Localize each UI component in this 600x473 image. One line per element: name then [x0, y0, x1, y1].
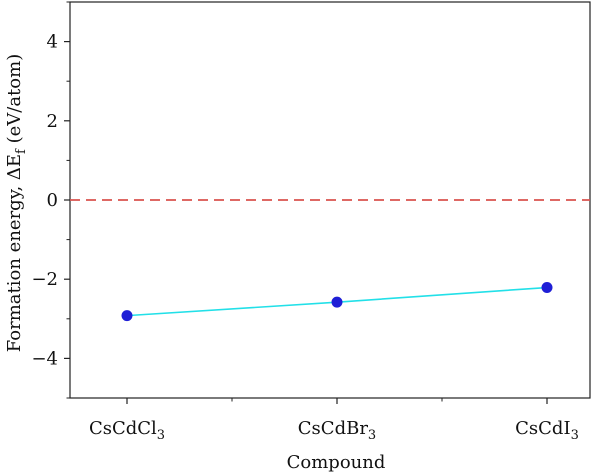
x-axis-ticks: CsCdCl3 CsCdBr3 CsCdI3 [89, 398, 579, 443]
x-tick-label: CsCdI3 [515, 418, 579, 443]
y-tick-label: 4 [47, 32, 58, 53]
y-tick-label: 2 [47, 111, 58, 132]
y-axis-label: Formation energy, ΔEf (eV/atom) [4, 54, 29, 352]
y-tick-label: −2 [31, 269, 58, 290]
y-tick-label: −4 [31, 348, 58, 369]
x-tick-label: CsCdBr3 [298, 418, 376, 443]
y-axis-label-main: Formation energy, ΔE [4, 154, 25, 352]
data-point [121, 310, 133, 322]
y-tick-label: 0 [47, 190, 58, 211]
series-layer [121, 282, 553, 322]
data-point [541, 282, 553, 294]
y-axis-label-unit: (eV/atom) [4, 54, 25, 149]
x-axis-label: Compound [287, 452, 386, 473]
data-point [331, 296, 343, 308]
y-axis-label-subscript: f [14, 148, 29, 154]
x-tick-label: CsCdCl3 [89, 418, 165, 443]
plot-area: −4 −2 0 2 4 CsCdCl3 CsCdBr3 CsCdI3 [31, 1, 591, 443]
y-axis-ticks: −4 −2 0 2 4 [31, 1, 70, 399]
